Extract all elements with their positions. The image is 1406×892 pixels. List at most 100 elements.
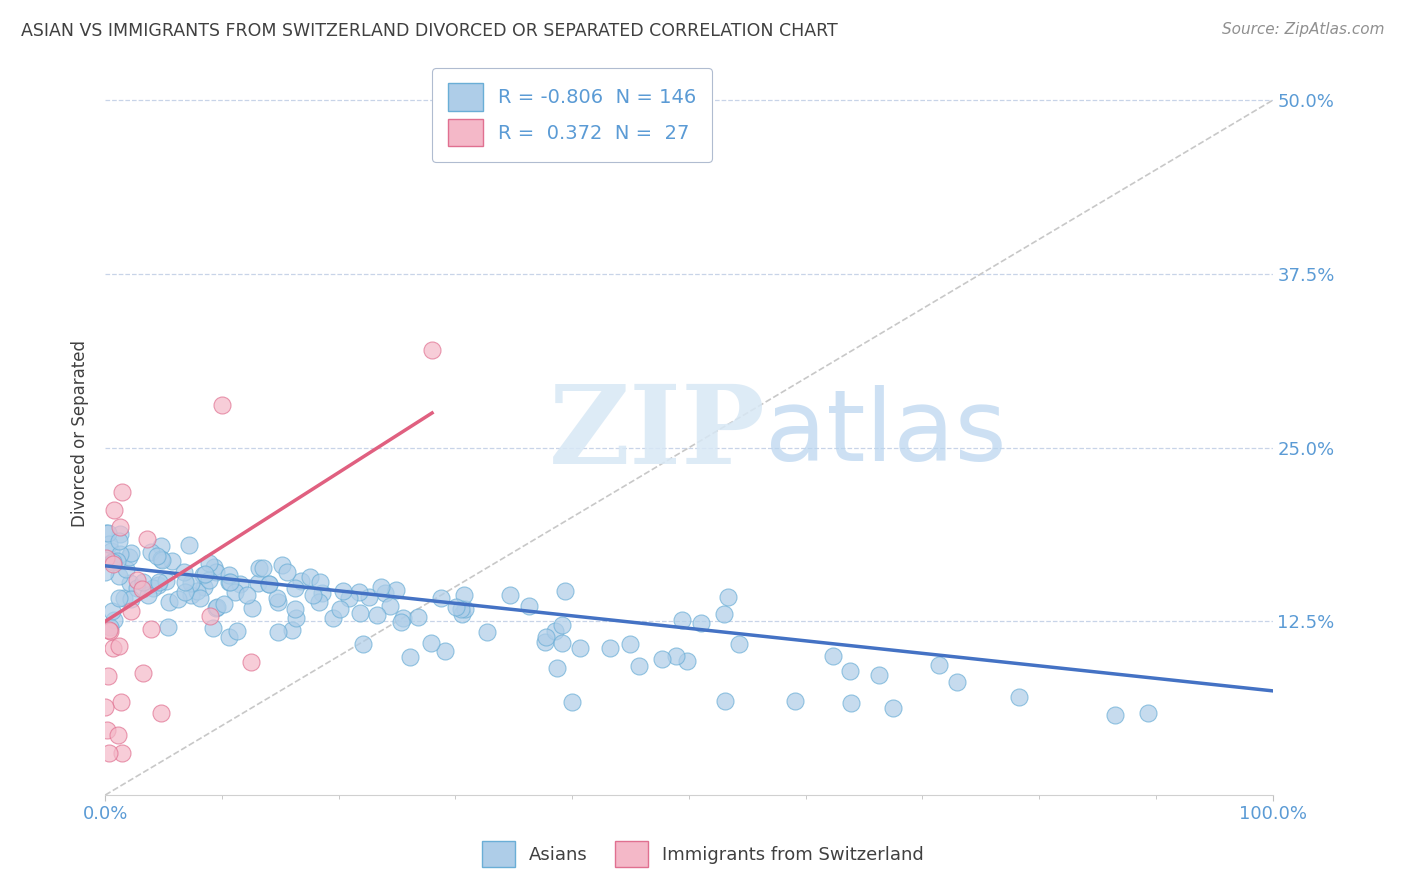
- Point: [366, 608, 388, 623]
- Point: [97, 747, 120, 761]
- Point: [276, 566, 298, 580]
- Point: [419, 636, 441, 650]
- Point: [280, 624, 302, 638]
- Legend: Asians, Immigrants from Switzerland: Asians, Immigrants from Switzerland: [475, 834, 931, 874]
- Point: [352, 636, 374, 650]
- Text: Source: ZipAtlas.com: Source: ZipAtlas.com: [1222, 22, 1385, 37]
- Point: [561, 695, 583, 709]
- Point: [308, 595, 330, 609]
- Point: [399, 650, 422, 665]
- Point: [569, 640, 592, 655]
- Point: [150, 552, 173, 566]
- Point: [239, 655, 262, 669]
- Point: [108, 640, 131, 654]
- Point: [517, 599, 540, 613]
- Y-axis label: Divorced or Separated: Divorced or Separated: [72, 341, 89, 527]
- Point: [224, 585, 246, 599]
- Point: [284, 582, 307, 596]
- Point: [186, 583, 208, 598]
- Point: [150, 553, 173, 567]
- Point: [823, 648, 845, 663]
- Point: [475, 625, 498, 640]
- Point: [252, 560, 274, 574]
- Point: [628, 659, 651, 673]
- Point: [120, 604, 142, 618]
- Point: [111, 485, 134, 500]
- Point: [713, 607, 735, 622]
- Point: [205, 565, 228, 579]
- Point: [190, 591, 212, 605]
- Point: [236, 588, 259, 602]
- Point: [247, 575, 270, 590]
- Point: [453, 588, 475, 602]
- Point: [204, 600, 226, 615]
- Point: [94, 700, 117, 714]
- Point: [271, 558, 294, 572]
- Point: [1008, 690, 1031, 704]
- Text: atlas: atlas: [765, 385, 1007, 483]
- Point: [148, 574, 170, 589]
- Point: [150, 539, 173, 553]
- Point: [406, 610, 429, 624]
- Point: [97, 669, 120, 683]
- Point: [101, 554, 124, 568]
- Point: [284, 601, 307, 615]
- Point: [229, 577, 252, 591]
- Point: [136, 532, 159, 546]
- Point: [198, 573, 221, 587]
- Point: [120, 576, 142, 591]
- Point: [499, 588, 522, 602]
- Point: [101, 558, 124, 572]
- Point: [131, 582, 153, 597]
- Point: [322, 611, 344, 625]
- Point: [868, 668, 890, 682]
- Point: [434, 644, 457, 658]
- Point: [120, 546, 142, 560]
- Point: [651, 652, 673, 666]
- Point: [139, 622, 162, 636]
- Point: [619, 637, 641, 651]
- Point: [841, 696, 863, 710]
- Point: [451, 607, 474, 622]
- Point: [267, 595, 290, 609]
- Point: [290, 574, 312, 588]
- Point: [97, 623, 120, 637]
- Point: [728, 637, 751, 651]
- Point: [211, 398, 233, 412]
- Point: [349, 607, 371, 621]
- Point: [174, 575, 197, 590]
- Point: [385, 583, 408, 598]
- Point: [103, 613, 125, 627]
- Legend: R = -0.806  N = 146, R =  0.372  N =  27: R = -0.806 N = 146, R = 0.372 N = 27: [432, 68, 711, 161]
- Point: [173, 584, 195, 599]
- Point: [299, 570, 322, 584]
- Point: [218, 575, 240, 590]
- Point: [689, 616, 711, 631]
- Point: [242, 601, 264, 615]
- Point: [347, 585, 370, 599]
- Point: [155, 574, 177, 588]
- Point: [111, 747, 134, 761]
- Point: [446, 599, 468, 614]
- Point: [100, 544, 122, 558]
- Point: [177, 538, 200, 552]
- Text: ZIP: ZIP: [548, 380, 765, 487]
- Point: [108, 568, 131, 582]
- Point: [201, 621, 224, 635]
- Point: [378, 599, 401, 614]
- Point: [257, 577, 280, 591]
- Point: [219, 574, 242, 589]
- Point: [194, 566, 217, 581]
- Point: [284, 611, 307, 625]
- Point: [551, 617, 574, 632]
- Point: [420, 343, 443, 358]
- Point: [98, 537, 121, 551]
- Point: [101, 555, 124, 569]
- Point: [1104, 708, 1126, 723]
- Point: [676, 654, 699, 668]
- Text: ASIAN VS IMMIGRANTS FROM SWITZERLAND DIVORCED OR SEPARATED CORRELATION CHART: ASIAN VS IMMIGRANTS FROM SWITZERLAND DIV…: [21, 22, 838, 40]
- Point: [146, 578, 169, 592]
- Point: [554, 583, 576, 598]
- Point: [107, 533, 129, 548]
- Point: [534, 635, 557, 649]
